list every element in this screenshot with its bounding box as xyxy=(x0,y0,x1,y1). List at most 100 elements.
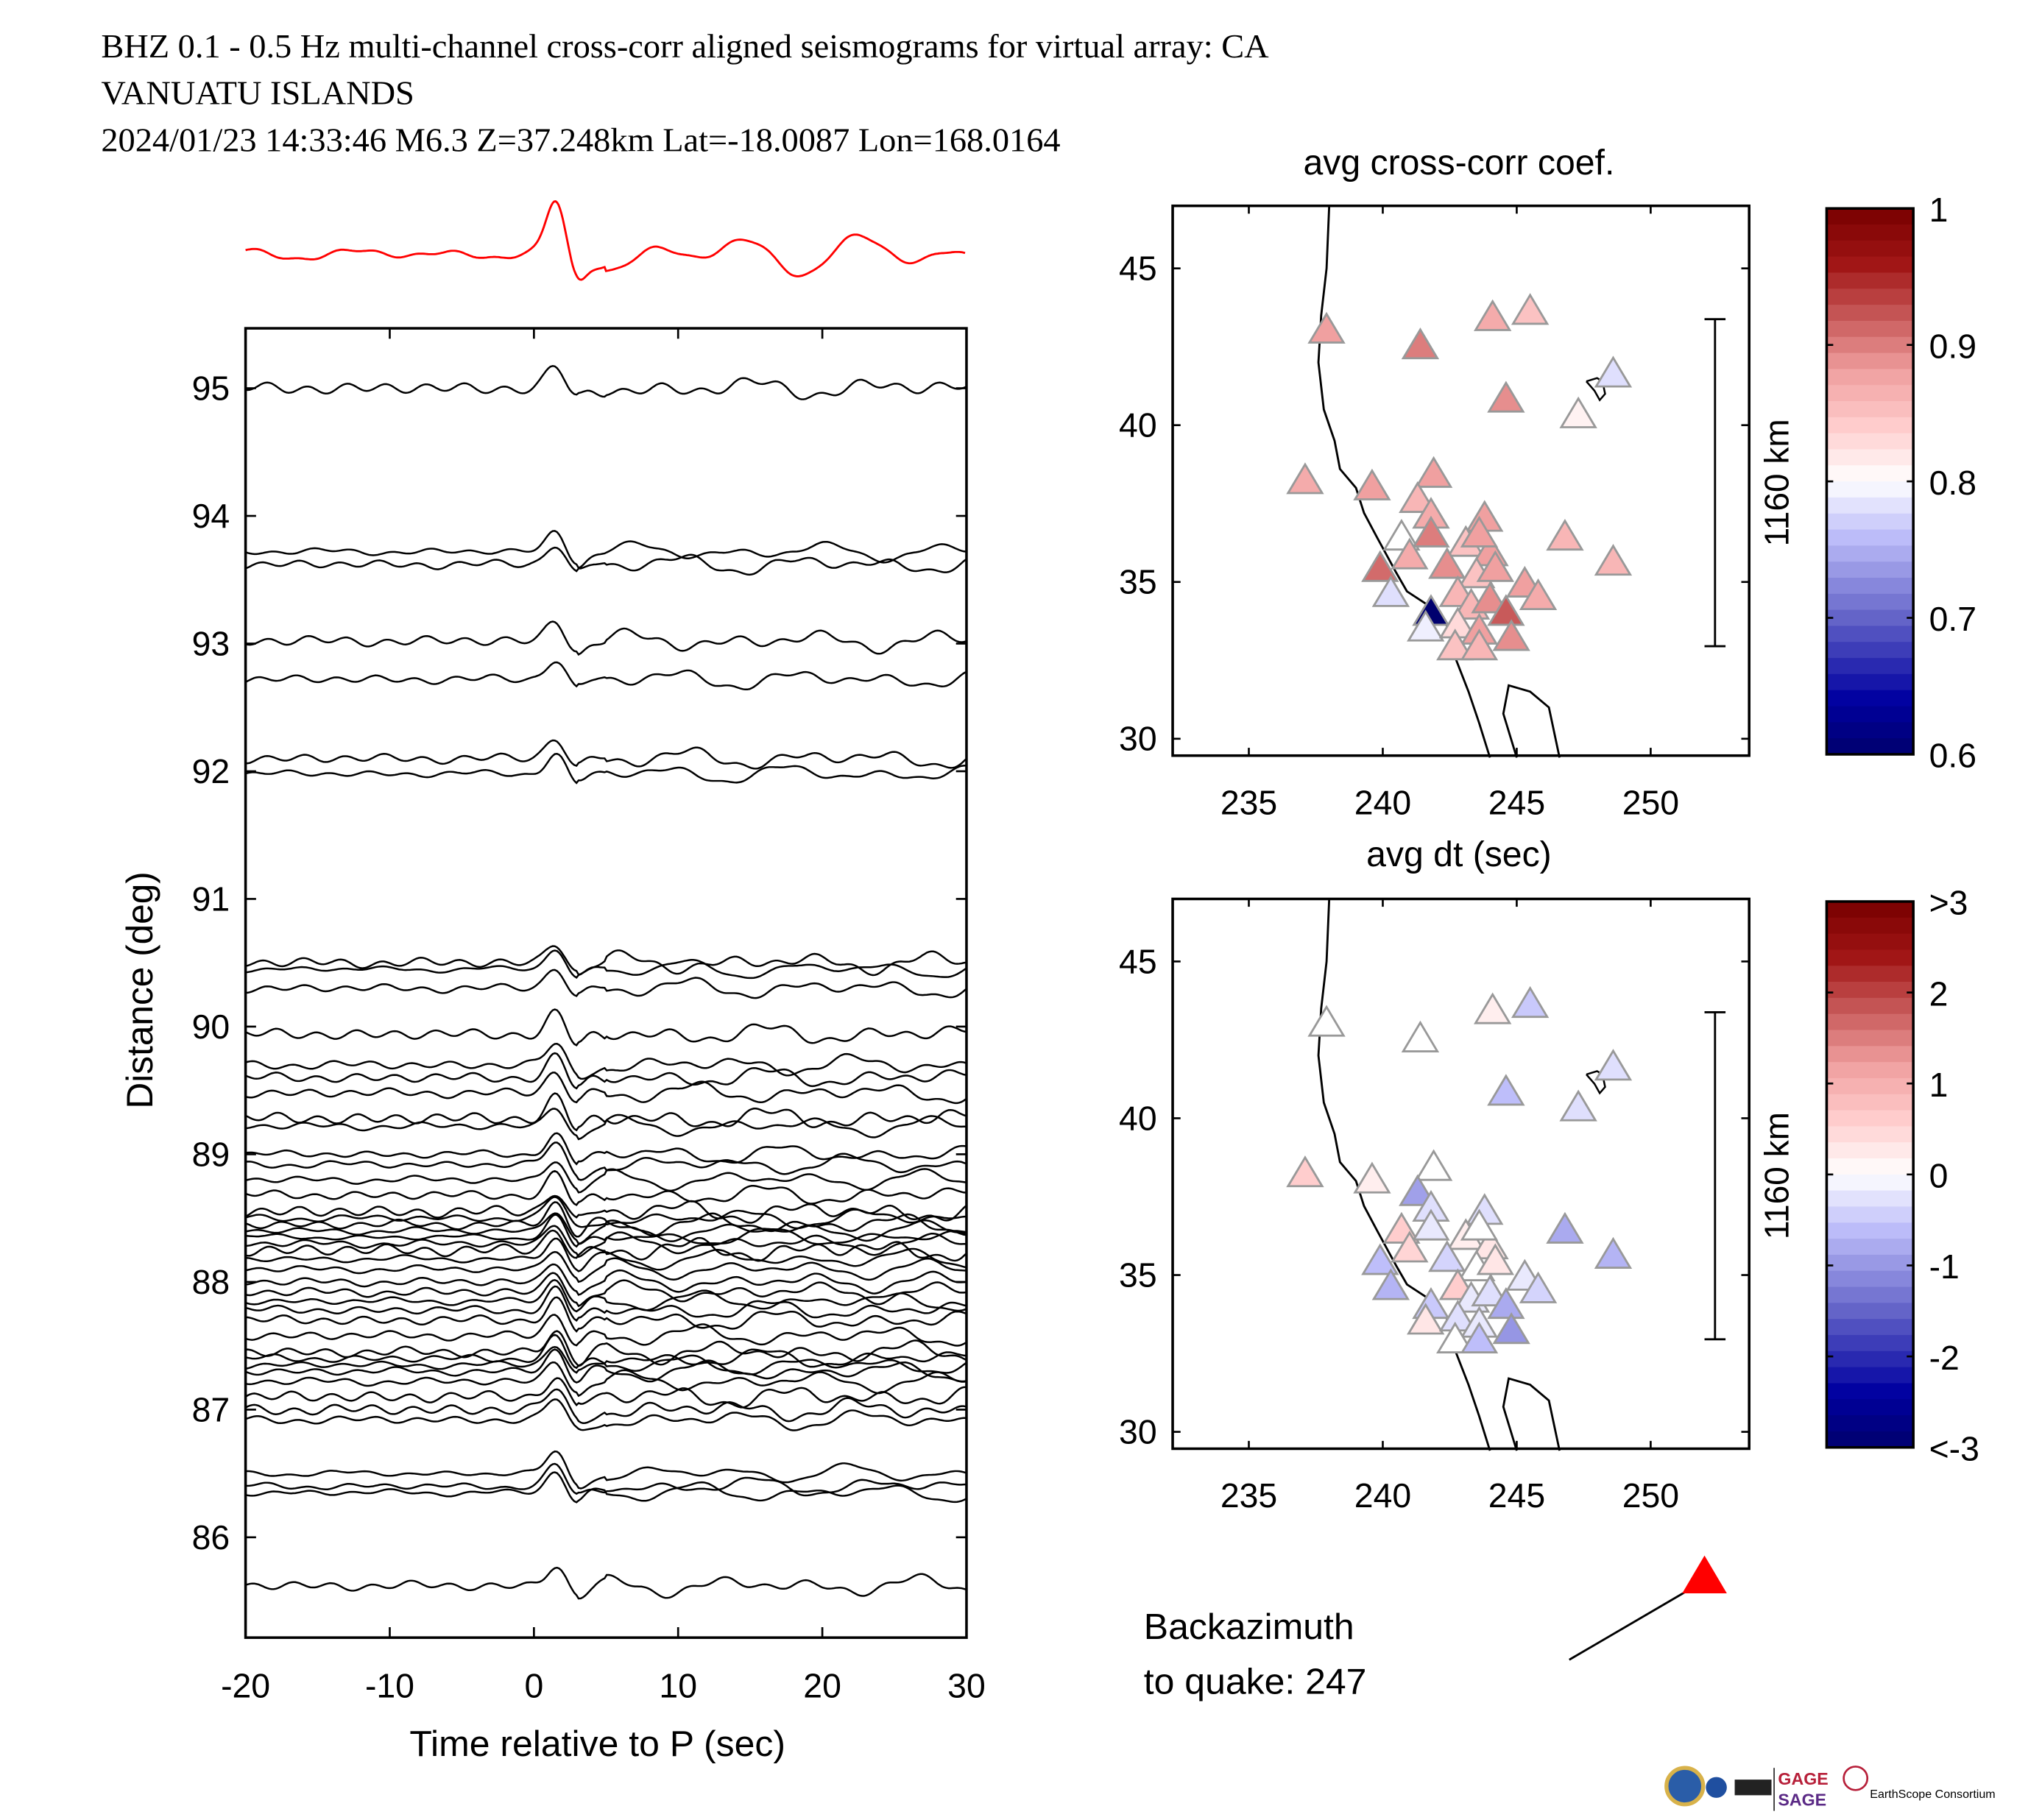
map-frame xyxy=(1171,897,1750,1451)
colorbar-segment xyxy=(1826,1431,1914,1448)
station-triangle-icon xyxy=(1399,1174,1437,1206)
station-triangle-icon xyxy=(1594,544,1633,576)
station-triangle-icon xyxy=(1353,468,1391,500)
lat-tick-label: 35 xyxy=(1119,563,1157,601)
lon-tick-label: 250 xyxy=(1622,784,1679,822)
colorbar-segment xyxy=(1826,513,1914,531)
seismogram-trace xyxy=(245,1225,967,1258)
map-bottom-title: avg dt (sec) xyxy=(1366,835,1552,874)
seismogram-trace xyxy=(245,1052,967,1090)
distance-tick-label: 88 xyxy=(192,1263,230,1301)
colorbar-segment xyxy=(1826,401,1914,418)
colorbar-segment xyxy=(1826,256,1914,274)
station-triangle-icon xyxy=(1487,1074,1525,1106)
station-triangle-icon xyxy=(1559,1089,1597,1122)
header-line-3: 2024/01/23 14:33:46 M6.3 Z=37.248km Lat=… xyxy=(101,121,1060,159)
colorbar-segment xyxy=(1826,1270,1914,1288)
colorbar-segment xyxy=(1826,1062,1914,1080)
seismogram-trace xyxy=(245,620,967,656)
colorbar-segment xyxy=(1826,1239,1914,1256)
time-tick-label: -20 xyxy=(221,1667,270,1705)
seismogram-trace xyxy=(245,949,967,980)
seismogram-trace xyxy=(245,1314,967,1347)
stacked-trace xyxy=(245,199,966,281)
colorbar-tick-label: 1 xyxy=(1929,191,1949,229)
station-triangle-icon xyxy=(1594,1049,1633,1081)
map-avg-cross-corr: 235 240 245 250 30 35 40 45 1160 km 1 0.9 0.8 0.7 0.6 xyxy=(1119,191,1976,821)
seismogram-trace xyxy=(245,1250,967,1283)
nsf-logo-icon xyxy=(1664,1766,1706,1807)
backazimuth-arrow xyxy=(1569,1590,1689,1661)
station-triangle-icon xyxy=(1407,609,1445,642)
lat-tick-label: 30 xyxy=(1119,1413,1157,1451)
station-triangle-icon xyxy=(1399,481,1437,513)
colorbar-segment xyxy=(1826,1158,1914,1175)
seismogram-trace xyxy=(245,1345,967,1375)
station-triangle-icon xyxy=(1519,1271,1558,1303)
seismogram-trace xyxy=(245,1237,967,1272)
station-triangle-icon xyxy=(1353,1161,1391,1194)
distance-tick-label: 87 xyxy=(192,1390,230,1428)
colorbar-segment xyxy=(1826,272,1914,290)
distance-tick-label: 89 xyxy=(192,1136,230,1174)
map-avg-dt: 235 240 245 250 30 35 40 45 1160 km >3 2 1 0 -1 -2 <-3 xyxy=(1119,884,1979,1515)
station-triangle-icon xyxy=(1460,515,1499,548)
lon-tick-label: 250 xyxy=(1622,1476,1679,1515)
gulf-coastline xyxy=(1502,1377,1561,1451)
lat-tick-label: 45 xyxy=(1119,249,1157,288)
colorbar-segment xyxy=(1826,1046,1914,1063)
colorbar-segment xyxy=(1826,1190,1914,1208)
station-triangle-icon xyxy=(1401,1020,1440,1052)
seismogram-trace xyxy=(244,661,967,691)
colorbar-segment xyxy=(1826,690,1914,707)
seismogram-trace xyxy=(245,1008,967,1047)
backazimuth-label-line2: to quake: 247 xyxy=(1144,1660,1367,1702)
colorbar-segment xyxy=(1826,658,1914,675)
station-triangle-icon xyxy=(1487,1286,1525,1320)
lon-tick-label: 240 xyxy=(1354,1476,1411,1515)
colorbar-segment xyxy=(1826,609,1914,627)
seismogram-panel: -20 -10 0 10 20 30 86 87 88 89 90 91 92 93 94 95 Time … xyxy=(119,327,986,1764)
colorbar-segment xyxy=(1826,1126,1914,1144)
lon-tick-label: 235 xyxy=(1220,1476,1277,1515)
earthscope-logo-icon xyxy=(1843,1766,1869,1791)
colorbar-tick-label: 0.7 xyxy=(1929,600,1976,638)
gulf-coastline xyxy=(1502,684,1561,758)
scale-bar-label: 1160 km xyxy=(1758,1112,1796,1239)
lat-tick-label: 35 xyxy=(1119,1256,1157,1295)
colorbar-segment xyxy=(1826,706,1914,723)
station-triangle-icon xyxy=(1511,293,1550,325)
distance-tick-label: 91 xyxy=(192,880,230,918)
seismogram-trace xyxy=(245,1285,967,1322)
seismogram-trace xyxy=(245,1169,967,1206)
station-triangle-icon xyxy=(1471,1274,1509,1307)
station-triangle-icon xyxy=(1436,1321,1474,1353)
seismogram-trace xyxy=(244,1194,967,1224)
colorbar-segment xyxy=(1826,1206,1914,1224)
colorbar-tick-label: -2 xyxy=(1929,1339,1960,1377)
station-triangle-icon xyxy=(1460,1321,1499,1353)
gage-logo: GAGE xyxy=(1778,1769,1828,1788)
seismogram-trace xyxy=(245,1348,967,1384)
colorbar-segment xyxy=(1826,593,1914,611)
seismogram-trace xyxy=(245,1043,967,1080)
station-triangle-icon xyxy=(1519,578,1558,611)
station-triangle-icon xyxy=(1414,456,1453,488)
lon-tick-label: 245 xyxy=(1488,784,1545,822)
seismogram-trace xyxy=(245,1334,967,1370)
lat-tick-label: 45 xyxy=(1119,943,1157,981)
station-triangle-icon xyxy=(1391,537,1429,570)
station-triangle-icon xyxy=(1414,1149,1453,1181)
seismogram-trace xyxy=(244,1388,967,1425)
colorbar-segment xyxy=(1826,577,1914,595)
colorbar-segment xyxy=(1826,966,1914,983)
seismogram-trace xyxy=(245,1072,967,1105)
station-triangle-icon xyxy=(1487,380,1525,413)
seismogram-frame xyxy=(244,327,968,1639)
colorbar-segment xyxy=(1826,626,1914,643)
seismogram-trace xyxy=(245,1398,967,1431)
station-triangle-icon xyxy=(1307,1005,1346,1037)
colorbar-segment xyxy=(1826,224,1914,241)
colorbar-segment xyxy=(1826,1319,1914,1336)
seismogram-trace xyxy=(245,1108,967,1141)
